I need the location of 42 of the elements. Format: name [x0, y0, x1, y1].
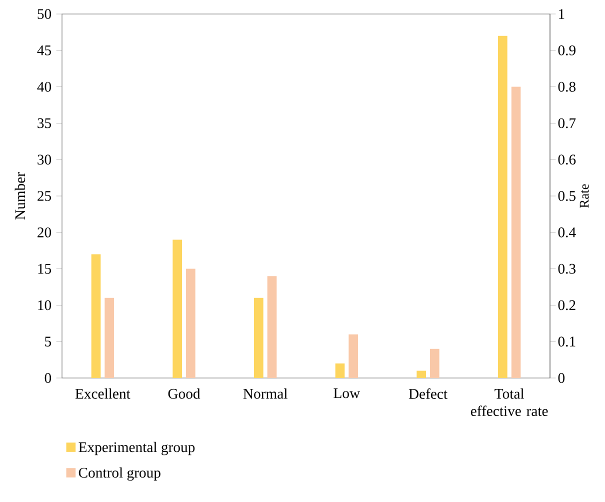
y2-tick-label: 0.2 — [558, 300, 576, 310]
y2-tick-label: 0.7 — [558, 118, 576, 128]
y2-tick-label: 0.4 — [558, 227, 576, 238]
bar — [91, 254, 101, 378]
legend-label: Experimental group — [78, 442, 195, 456]
y-tick-label: 0 — [44, 373, 52, 383]
y-tick-label: 40 — [37, 82, 52, 92]
bar — [348, 334, 358, 378]
y2-tick-label: 0.3 — [558, 264, 576, 274]
x-tick-label: Low — [334, 388, 360, 398]
x-tick-label: Normal — [243, 388, 288, 399]
y2-tick-label: 0.9 — [558, 45, 576, 56]
y-tick-label: 15 — [38, 264, 52, 274]
y2-axis-title: Rate — [580, 184, 589, 208]
bar — [416, 370, 426, 378]
y-tick-label: 50 — [38, 9, 52, 19]
bar — [172, 240, 182, 378]
y2-tick-label: 0.8 — [558, 82, 576, 92]
bar — [430, 348, 440, 378]
y2-tick-label: 0 — [558, 373, 565, 383]
y-tick-label: 35 — [38, 118, 52, 128]
x-tick-label: Total effective rate — [470, 388, 548, 416]
y-tick-label: 45 — [37, 46, 52, 56]
y-axis-title: Number — [14, 172, 26, 220]
bar — [335, 363, 345, 378]
y-tick-label: 25 — [38, 191, 52, 201]
x-tick-label: Good — [168, 388, 200, 399]
y-tick-label: 30 — [38, 154, 52, 165]
y-tick-label: 10 — [38, 300, 52, 310]
x-tick-label: Excellent — [75, 388, 130, 399]
y-tick-label: 20 — [38, 227, 52, 238]
y-tick-label: 5 — [45, 336, 52, 346]
y2-tick-label: 0.6 — [558, 154, 576, 165]
y2-tick-label: 0.1 — [558, 336, 576, 347]
bar — [104, 298, 114, 378]
legend-label: Control group — [78, 467, 160, 481]
x-tick-label: Defect — [408, 388, 448, 399]
bar — [254, 298, 264, 378]
y2-tick-label: 0.5 — [558, 191, 576, 201]
bar — [267, 276, 277, 378]
y2-tick-label: 1 — [559, 9, 564, 19]
bar — [186, 268, 196, 378]
